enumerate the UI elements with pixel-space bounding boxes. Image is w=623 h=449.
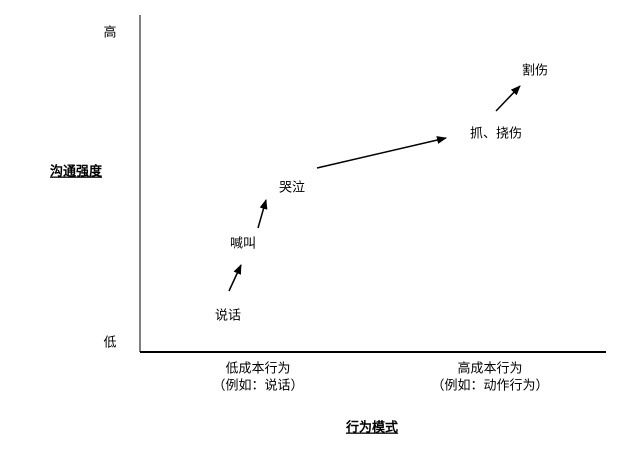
node-label: 哭泣 bbox=[279, 181, 305, 196]
x-group-label: 低成本行为 bbox=[225, 362, 290, 377]
x-group-example: （例如：动作行为） bbox=[431, 378, 548, 394]
x-group-label: 高成本行为 bbox=[457, 361, 522, 377]
x-title: 行为模式 bbox=[345, 420, 398, 436]
arrow bbox=[257, 199, 268, 229]
y-low: 低 bbox=[103, 336, 116, 351]
x-group-example: （例如：说话） bbox=[212, 378, 303, 394]
node-label: 抓、挠伤 bbox=[470, 127, 522, 142]
arrow bbox=[495, 85, 521, 112]
y-high: 高 bbox=[103, 25, 116, 41]
arrow bbox=[316, 136, 447, 169]
node-label: 割伤 bbox=[522, 63, 548, 79]
node-label: 说话 bbox=[215, 309, 241, 324]
arrow bbox=[228, 264, 242, 292]
y-title: 沟通强度 bbox=[50, 164, 103, 180]
node-label: 喊叫 bbox=[230, 237, 256, 252]
